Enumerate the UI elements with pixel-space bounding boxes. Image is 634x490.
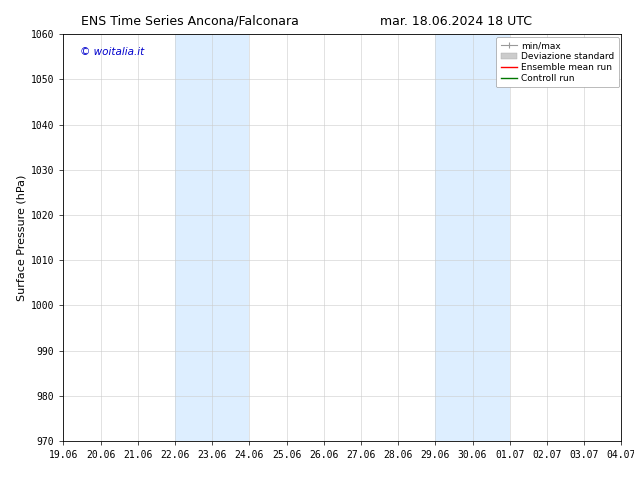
Legend: min/max, Deviazione standard, Ensemble mean run, Controll run: min/max, Deviazione standard, Ensemble m… — [496, 37, 619, 87]
Text: mar. 18.06.2024 18 UTC: mar. 18.06.2024 18 UTC — [380, 15, 533, 28]
Text: © woitalia.it: © woitalia.it — [80, 47, 145, 56]
Text: ENS Time Series Ancona/Falconara: ENS Time Series Ancona/Falconara — [81, 15, 299, 28]
Bar — [175, 34, 249, 441]
Y-axis label: Surface Pressure (hPa): Surface Pressure (hPa) — [16, 174, 27, 301]
Bar — [436, 34, 510, 441]
